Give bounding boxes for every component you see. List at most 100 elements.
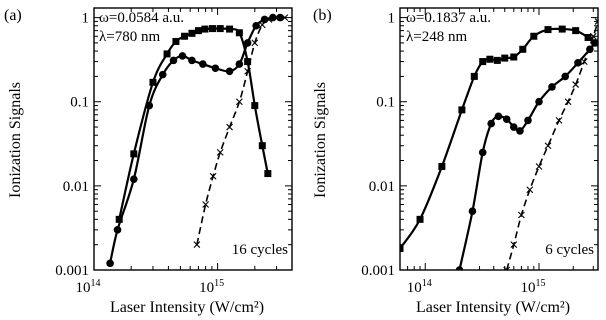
x-tick-mantissa: 10 <box>199 280 214 296</box>
data-point-square <box>149 78 157 86</box>
data-point-square <box>130 150 138 158</box>
data-point-square <box>530 32 538 40</box>
cycles-label: 6 cycles <box>545 242 594 258</box>
data-point-square <box>264 170 272 178</box>
data-point-circle <box>548 83 556 91</box>
data-point-square <box>519 45 527 53</box>
data-point-square <box>438 162 446 170</box>
data-point-cross <box>589 32 597 40</box>
x-tick-mantissa: 10 <box>521 280 536 296</box>
data-point-square <box>244 58 252 66</box>
series-line-circle <box>109 16 281 264</box>
x-axis-label: Laser Intensity (W/cm²) <box>416 299 570 316</box>
annotation-omega: ω=0.0584 a.u. <box>99 10 184 26</box>
x-tick-exponent: 14 <box>91 278 101 289</box>
y-tick-label: 0.001 <box>361 263 395 279</box>
data-point-cross <box>517 211 525 219</box>
data-point-cross <box>510 241 518 249</box>
y-tick-label: 1 <box>82 11 90 27</box>
data-point-square <box>558 25 566 33</box>
data-point-circle <box>145 101 154 110</box>
data-point-circle <box>113 226 122 234</box>
x-tick-exponent: 14 <box>422 278 432 289</box>
data-point-cross <box>251 39 259 47</box>
plot-frame <box>93 7 293 271</box>
data-point-circle <box>561 72 570 81</box>
data-point-circle <box>235 60 244 68</box>
x-tick-exponent: 15 <box>536 278 546 289</box>
data-point-circle <box>591 39 598 47</box>
data-point-square <box>201 25 209 33</box>
data-point-square <box>251 102 259 110</box>
data-point-square <box>584 33 592 41</box>
data-area <box>106 13 289 268</box>
series-line-circle <box>458 42 596 270</box>
data-point-cross <box>216 148 224 156</box>
data-point-square <box>572 27 580 35</box>
data-point-circle <box>516 127 524 135</box>
data-point-cross <box>258 21 266 29</box>
data-point-square <box>115 215 123 223</box>
y-tick-label: 0.01 <box>63 179 89 195</box>
data-point-circle <box>178 52 187 60</box>
data-point-circle <box>535 97 543 106</box>
data-point-circle <box>502 115 511 123</box>
data-point-square <box>470 72 478 80</box>
data-point-cross <box>193 241 201 249</box>
series-line-x <box>505 21 598 270</box>
data-point-circle <box>158 70 167 79</box>
data-point-cross <box>235 98 243 106</box>
cycles-label: 16 cycles <box>232 242 288 258</box>
data-point-square <box>209 25 217 33</box>
y-tick-label: 0.1 <box>70 95 89 111</box>
data-point-cross <box>273 14 280 21</box>
annotation-omega: ω=0.1837 a.u. <box>406 10 491 26</box>
data-point-cross <box>544 142 552 150</box>
data-point-circle <box>494 112 503 121</box>
x-tick-label: 1014 <box>76 278 101 296</box>
data-point-square <box>172 37 180 45</box>
data-point-square <box>181 32 189 40</box>
data-point-square <box>400 245 404 253</box>
data-point-circle <box>509 123 518 131</box>
data-point-circle <box>188 56 196 65</box>
data-point-circle <box>252 21 260 30</box>
data-point-circle <box>574 59 582 67</box>
data-point-cross <box>209 172 217 180</box>
data-area <box>400 18 598 270</box>
data-point-circle <box>169 56 178 65</box>
data-point-square <box>544 26 552 34</box>
data-point-circle <box>524 116 532 125</box>
data-point-circle <box>455 266 464 270</box>
data-point-square <box>235 29 243 37</box>
data-point-circle <box>106 259 114 268</box>
data-point-square <box>258 142 266 150</box>
data-point-cross <box>281 14 289 21</box>
data-point-cross <box>580 58 588 65</box>
data-point-cross <box>594 18 598 25</box>
y-axis-label: Ionization Signals <box>312 82 329 198</box>
data-point-cross <box>555 117 563 124</box>
panel-label: (b) <box>313 7 332 24</box>
data-point-circle <box>478 148 487 157</box>
data-point-square <box>501 54 509 62</box>
annotation-wavelength: λ=780 nm <box>99 29 160 45</box>
y-tick-label: 0.001 <box>55 263 89 279</box>
x-tick-mantissa: 10 <box>76 280 91 296</box>
x-tick-label: 1015 <box>199 278 224 296</box>
data-point-cross <box>535 163 543 170</box>
data-point-square <box>226 25 234 33</box>
data-point-square <box>194 27 202 35</box>
data-point-circle <box>130 175 138 184</box>
data-point-cross <box>202 201 210 208</box>
data-point-square <box>163 50 171 58</box>
data-point-circle <box>199 60 207 68</box>
y-tick-label: 0.1 <box>376 95 395 111</box>
data-point-square <box>458 106 466 114</box>
x-axis-label: Laser Intensity (W/cm²) <box>110 299 264 316</box>
data-point-cross <box>572 81 580 88</box>
data-point-square <box>216 25 224 33</box>
data-point-square <box>416 215 424 223</box>
